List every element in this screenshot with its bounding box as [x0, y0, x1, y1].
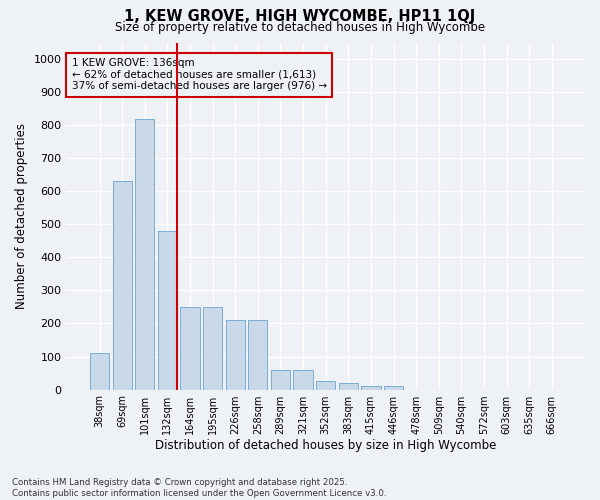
Text: 1 KEW GROVE: 136sqm
← 62% of detached houses are smaller (1,613)
37% of semi-det: 1 KEW GROVE: 136sqm ← 62% of detached ho… — [71, 58, 327, 92]
Text: Contains HM Land Registry data © Crown copyright and database right 2025.
Contai: Contains HM Land Registry data © Crown c… — [12, 478, 386, 498]
X-axis label: Distribution of detached houses by size in High Wycombe: Distribution of detached houses by size … — [155, 440, 496, 452]
Bar — [158, 231, 177, 390]
Bar — [293, 370, 313, 390]
Bar — [339, 383, 358, 390]
Bar — [181, 307, 200, 390]
Bar — [361, 386, 380, 390]
Bar — [384, 386, 403, 390]
Bar — [135, 118, 154, 390]
Bar — [90, 353, 109, 390]
Bar — [248, 320, 268, 390]
Bar — [226, 320, 245, 390]
Text: 1, KEW GROVE, HIGH WYCOMBE, HP11 1QJ: 1, KEW GROVE, HIGH WYCOMBE, HP11 1QJ — [124, 9, 476, 24]
Text: Size of property relative to detached houses in High Wycombe: Size of property relative to detached ho… — [115, 22, 485, 35]
Bar — [271, 370, 290, 390]
Bar — [113, 182, 132, 390]
Bar — [203, 307, 222, 390]
Bar — [316, 382, 335, 390]
Y-axis label: Number of detached properties: Number of detached properties — [15, 123, 28, 309]
